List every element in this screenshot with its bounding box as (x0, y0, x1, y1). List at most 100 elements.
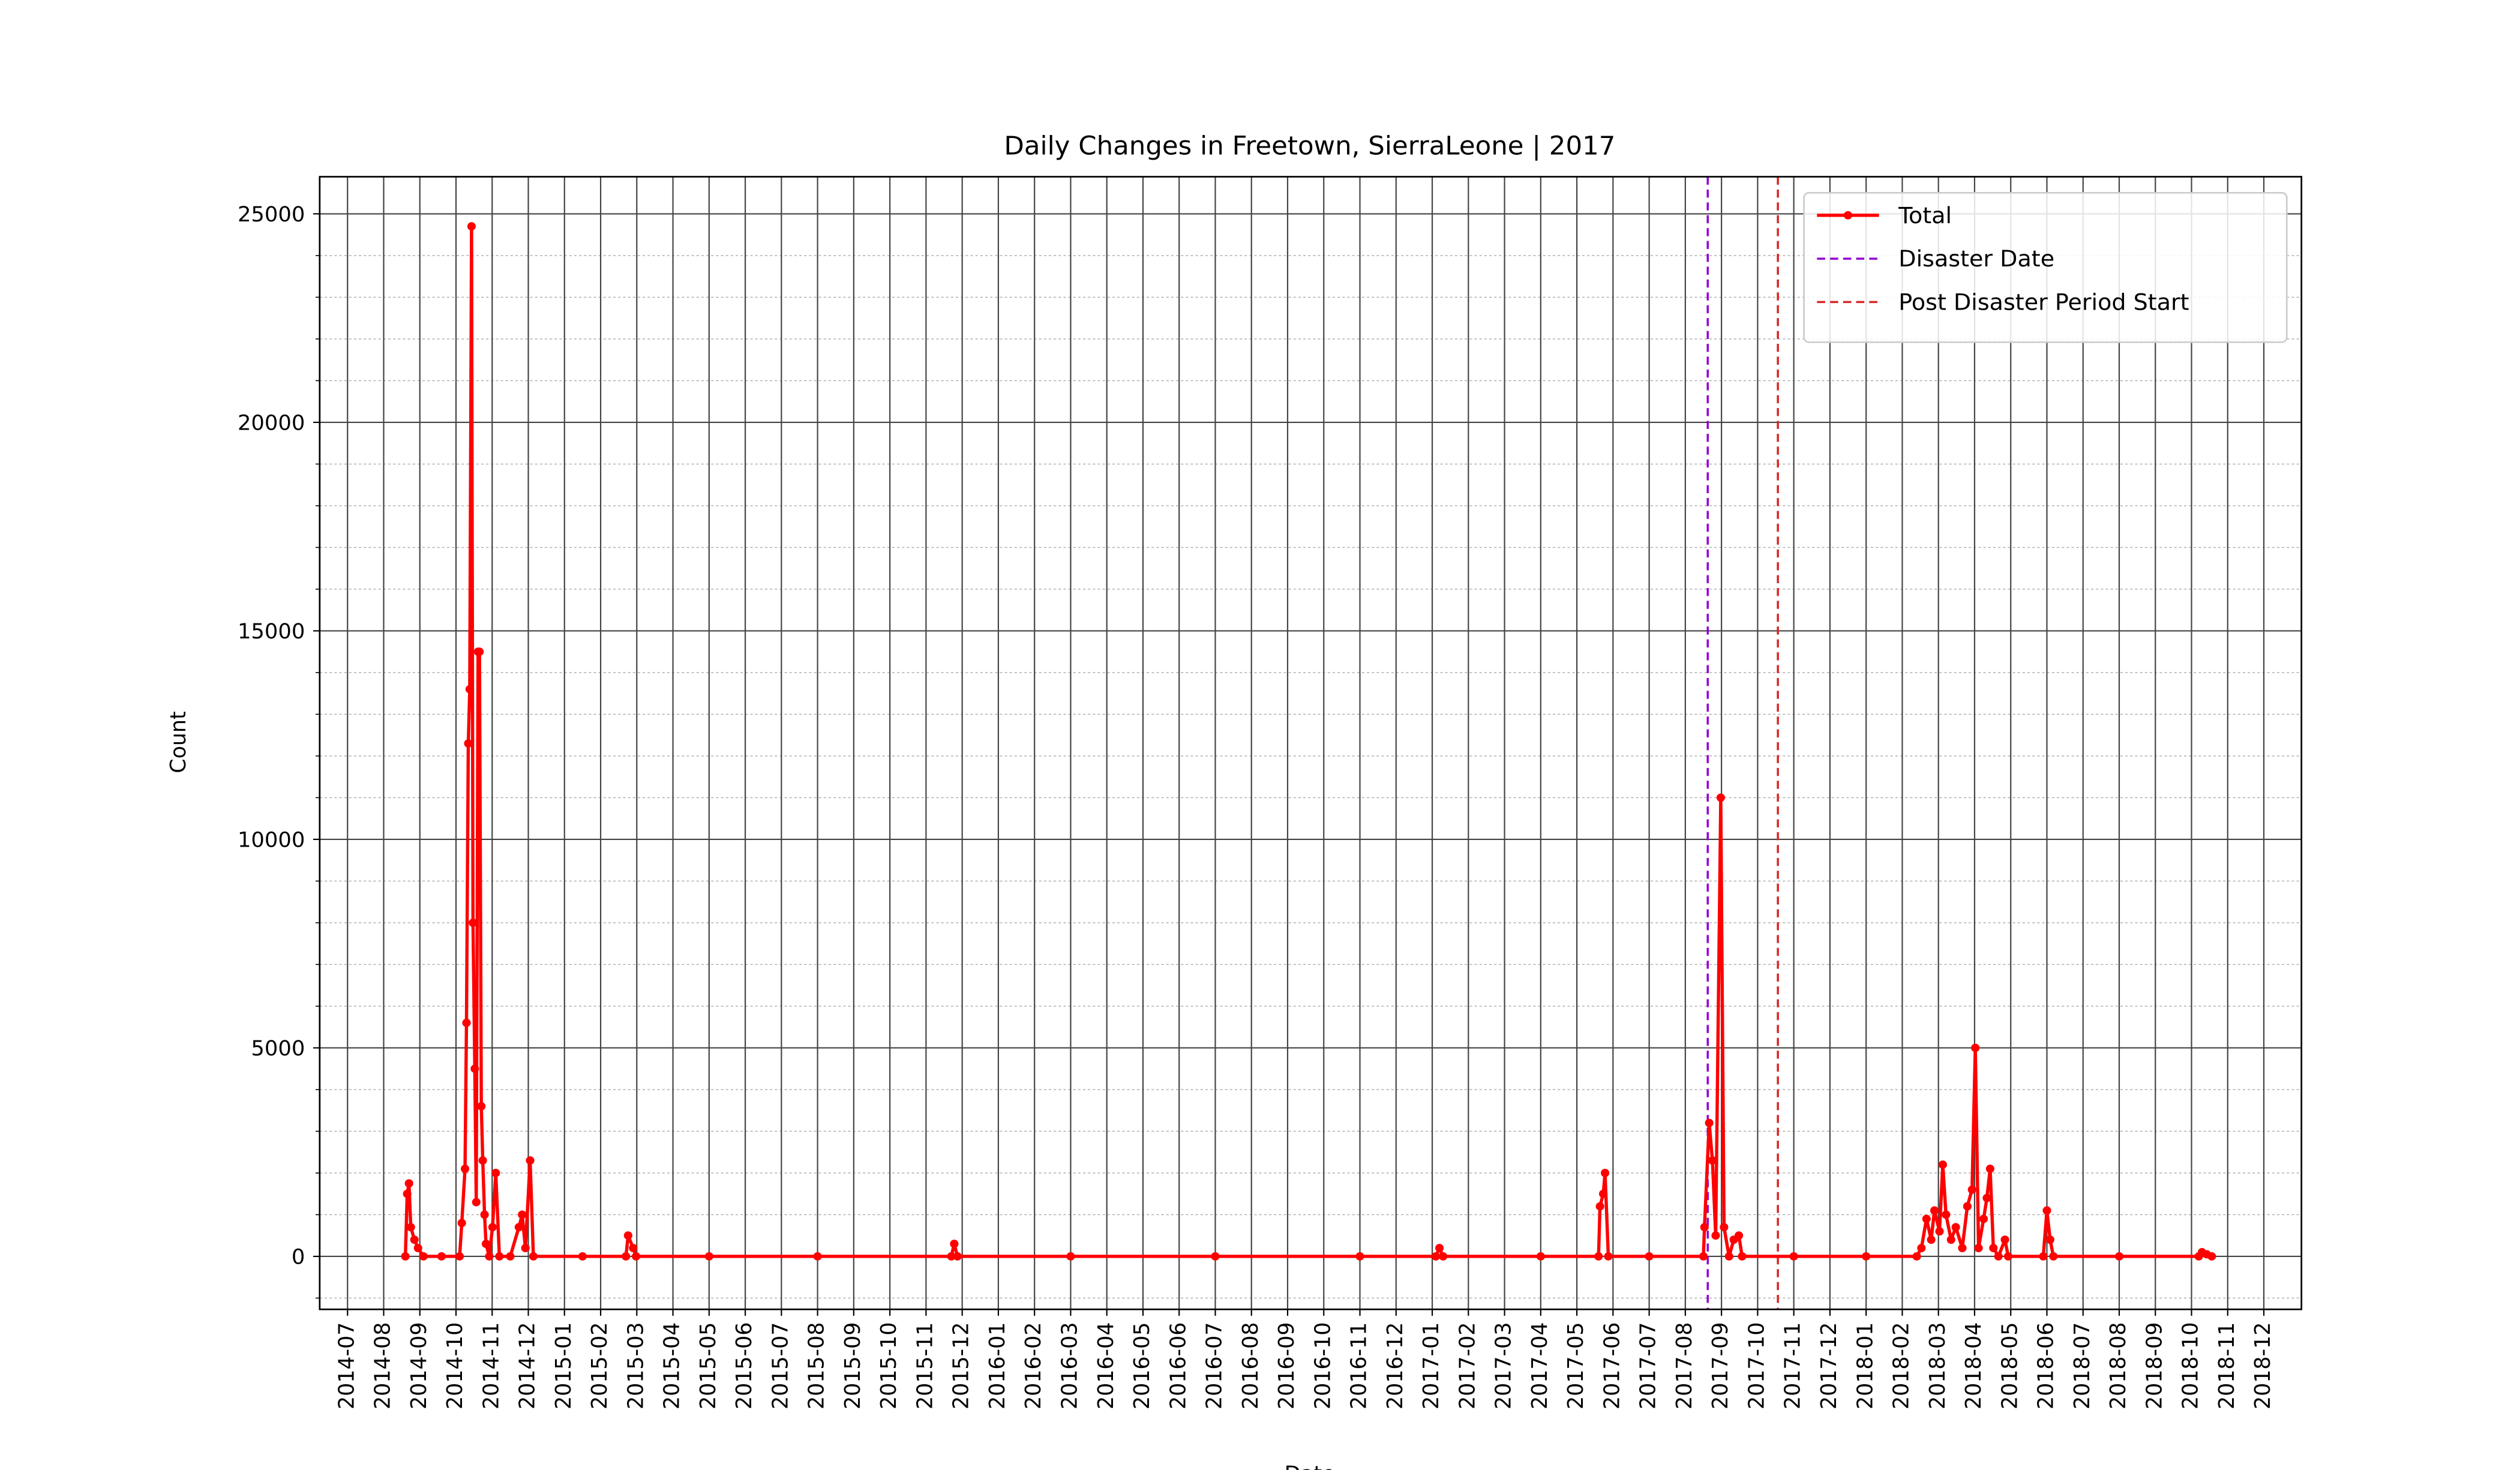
x-tick-label: 2018-05 (1997, 1322, 2022, 1409)
x-tick-label: 2016-05 (1130, 1322, 1154, 1409)
data-point (1699, 1252, 1708, 1261)
x-tick-label: 2016-03 (1057, 1322, 1082, 1409)
data-point (526, 1156, 535, 1165)
data-point (1789, 1252, 1798, 1261)
x-tick-label: 2015-11 (913, 1322, 937, 1409)
data-point (1994, 1252, 2003, 1261)
y-tick-label: 5000 (251, 1036, 305, 1061)
chart-title: Daily Changes in Freetown, SierraLeone |… (1004, 131, 1615, 161)
data-point (460, 1165, 470, 1173)
data-point (1967, 1185, 1976, 1194)
data-point (404, 1179, 413, 1188)
x-tick-label: 2014-09 (407, 1322, 431, 1409)
x-axis-label: Date (1285, 1462, 1335, 1470)
data-point (1946, 1235, 1955, 1244)
data-point (521, 1244, 530, 1253)
y-tick-label: 20000 (238, 411, 305, 436)
x-tick-label: 2014-08 (370, 1322, 395, 1409)
data-point (410, 1235, 419, 1244)
data-point (1935, 1227, 1944, 1236)
x-tick-label: 2014-11 (479, 1322, 503, 1409)
data-point (413, 1244, 422, 1253)
x-tick-label: 2016-02 (1021, 1322, 1046, 1409)
data-point (2045, 1235, 2054, 1244)
data-point (1724, 1252, 1733, 1261)
data-point (1917, 1244, 1926, 1253)
data-point (632, 1252, 641, 1261)
x-tick-label: 2017-01 (1419, 1322, 1444, 1409)
x-tick-label: 2017-11 (1780, 1322, 1805, 1409)
data-point (1720, 1223, 1729, 1232)
data-point (1604, 1252, 1613, 1261)
data-point (629, 1244, 638, 1253)
data-point (1439, 1252, 1448, 1261)
x-tick-label: 2015-10 (877, 1322, 901, 1409)
data-point (1963, 1202, 1972, 1211)
data-point (470, 1064, 479, 1073)
data-point (457, 1219, 466, 1228)
legend-marker (1843, 211, 1853, 220)
y-tick-label: 10000 (238, 828, 305, 853)
data-point (1355, 1252, 1364, 1261)
x-tick-label: 2015-12 (949, 1322, 973, 1409)
x-tick-label: 2017-08 (1672, 1322, 1697, 1409)
data-point (1738, 1252, 1747, 1261)
data-point (2207, 1252, 2216, 1261)
x-tick-label: 2016-09 (1274, 1322, 1299, 1409)
data-point (1435, 1244, 1444, 1253)
x-tick-label: 2016-11 (1346, 1322, 1371, 1409)
x-tick-label: 2018-11 (2215, 1322, 2239, 1409)
data-point (1595, 1202, 1604, 1211)
x-tick-label: 2017-05 (1564, 1322, 1588, 1409)
y-tick-label: 15000 (238, 619, 305, 644)
y-tick-label: 25000 (238, 202, 305, 227)
data-point (1711, 1231, 1720, 1240)
x-tick-label: 2018-12 (2251, 1322, 2275, 1409)
plot-area (401, 176, 2216, 1310)
data-point (488, 1223, 497, 1232)
x-tick-label: 2016-04 (1094, 1322, 1118, 1409)
data-point (2114, 1252, 2124, 1261)
legend-box (1803, 191, 2288, 343)
x-tick-label: 2017-09 (1708, 1322, 1733, 1409)
data-point (1645, 1252, 1654, 1261)
data-point (465, 685, 474, 694)
data-point (1985, 1165, 1994, 1173)
data-point (947, 1252, 956, 1261)
data-point (623, 1231, 632, 1240)
data-point (495, 1252, 504, 1261)
data-point (2049, 1252, 2058, 1261)
data-point (1066, 1252, 1075, 1261)
data-point (578, 1252, 587, 1261)
data-point (1927, 1235, 1936, 1244)
data-point (437, 1252, 446, 1261)
data-point (1930, 1206, 1939, 1215)
data-point (1432, 1252, 1441, 1261)
x-tick-label: 2017-06 (1600, 1322, 1624, 1409)
data-point (403, 1189, 412, 1198)
data-point (514, 1223, 523, 1232)
data-point (529, 1252, 538, 1261)
x-tick-label: 2015-02 (587, 1322, 612, 1409)
x-tick-label: 2015-05 (696, 1322, 721, 1409)
y-axis-label: Count (166, 711, 191, 773)
data-point (2003, 1252, 2013, 1261)
x-tick-label: 2015-03 (623, 1322, 648, 1409)
data-point (1705, 1118, 1714, 1127)
legend: Total Disaster Date Post Disaster Period S… (1803, 191, 2288, 343)
x-tick-label: 2015-07 (768, 1322, 793, 1409)
data-point (1716, 793, 1726, 802)
x-tick-label: 2015-04 (659, 1322, 684, 1409)
data-point (1982, 1193, 1991, 1202)
x-tick-label: 2016-12 (1383, 1322, 1408, 1409)
data-point (953, 1252, 962, 1261)
data-point (1599, 1189, 1608, 1198)
data-point (704, 1252, 713, 1261)
data-point (1211, 1252, 1220, 1261)
data-point (469, 918, 478, 927)
data-point (1594, 1252, 1603, 1261)
data-point (1989, 1244, 1998, 1253)
data-point (406, 1223, 415, 1232)
